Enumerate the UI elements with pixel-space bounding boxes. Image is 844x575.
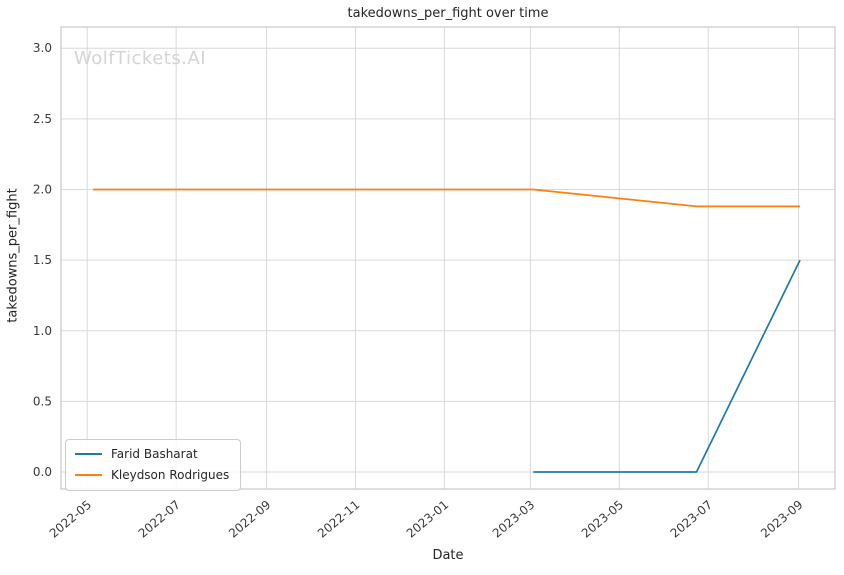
x-tick-label: 2023-05 <box>579 498 626 541</box>
y-tick-label: 2.0 <box>33 182 52 196</box>
x-tick-label: 2022-05 <box>47 498 94 541</box>
legend-entry: Farid Basharat <box>75 447 229 461</box>
y-tick-label: 3.0 <box>33 41 52 55</box>
legend-label: Kleydson Rodrigues <box>111 468 230 482</box>
y-tick-label: 1.0 <box>33 324 52 338</box>
x-tick-label: 2022-07 <box>136 498 183 541</box>
y-tick-label: 0.0 <box>33 465 52 479</box>
x-tick-label: 2022-09 <box>226 498 273 541</box>
y-tick-label: 0.5 <box>33 394 52 408</box>
legend-label: Farid Basharat <box>111 447 198 461</box>
x-tick-label: 2022-11 <box>315 498 362 541</box>
legend-line-swatch <box>75 453 102 455</box>
x-tick-label: 2023-01 <box>404 498 451 541</box>
y-tick-label: 2.5 <box>33 112 52 126</box>
plot-border <box>60 26 836 490</box>
chart-title: takedowns_per_fight over time <box>347 6 549 21</box>
x-tick-label: 2023-03 <box>490 498 537 541</box>
series-line-farid-basharat <box>533 259 801 473</box>
legend: Farid Basharat Kleydson Rodrigues <box>65 439 242 491</box>
legend-line-swatch <box>75 474 102 476</box>
legend-entry: Kleydson Rodrigues <box>75 468 229 482</box>
watermark: WolfTickets.AI <box>74 48 207 69</box>
series-line-kleydson-rodrigues <box>93 188 800 208</box>
x-axis-label: Date <box>432 548 464 563</box>
y-tick-label: 1.5 <box>33 253 52 267</box>
x-tick-label: 2023-09 <box>758 498 805 541</box>
x-tick-label: 2023-07 <box>668 498 715 541</box>
y-axis-label: takedowns_per_fight <box>5 188 21 323</box>
